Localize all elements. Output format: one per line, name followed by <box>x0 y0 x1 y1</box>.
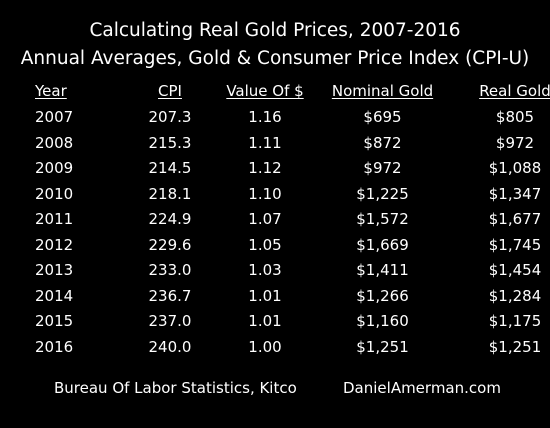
cell-nominal-gold: $972 <box>363 159 402 178</box>
cell-nominal-gold: $1,160 <box>356 312 409 331</box>
cell-value-of-dollar: 1.11 <box>248 133 282 152</box>
cell-year: 2008 <box>35 133 74 152</box>
cell-year: 2007 <box>35 108 74 127</box>
column-header-real-gold: Real Gold <box>479 82 550 100</box>
cell-year: 2009 <box>35 159 74 178</box>
cell-value-of-dollar: 1.01 <box>248 312 282 331</box>
cell-cpi: 233.0 <box>148 261 192 280</box>
table-row: 2014 236.7 1.01 $1,266 $1,284 <box>0 283 550 309</box>
cell-cpi: 240.0 <box>148 337 192 356</box>
cell-real-gold: $1,251 <box>488 337 542 356</box>
cell-cpi: 236.7 <box>148 286 192 305</box>
cell-value-of-dollar: 1.07 <box>248 210 282 229</box>
table-row: 2010 218.1 1.10 $1,225 $1,347 <box>0 181 550 207</box>
cell-year: 2016 <box>35 337 74 356</box>
table-body: 2007 207.3 1.16 $695 $805 2008 215.3 1.11 $872 $9… <box>0 104 550 359</box>
table-header-row: Year CPI Value Of $ Nominal Gold Real Go… <box>0 80 550 104</box>
cell-year: 2010 <box>35 184 74 203</box>
table-row: 2012 229.6 1.05 $1,669 $1,745 <box>0 232 550 258</box>
cell-real-gold: $1,347 <box>488 184 542 203</box>
table-row: 2015 237.0 1.01 $1,160 $1,175 <box>0 308 550 334</box>
cell-cpi: 237.0 <box>148 312 192 331</box>
cell-cpi: 207.3 <box>148 108 192 127</box>
table-row: 2011 224.9 1.07 $1,572 $1,677 <box>0 206 550 232</box>
cell-real-gold: $1,454 <box>488 261 542 280</box>
cell-cpi: 215.3 <box>148 133 192 152</box>
cell-value-of-dollar: 1.12 <box>248 159 282 178</box>
cell-year: 2013 <box>35 261 74 280</box>
cell-value-of-dollar: 1.00 <box>248 337 282 356</box>
source-note: Bureau Of Labor Statistics, Kitco <box>54 379 297 397</box>
cell-cpi: 218.1 <box>148 184 192 203</box>
cell-nominal-gold: $695 <box>363 108 402 127</box>
cell-nominal-gold: $1,251 <box>356 337 409 356</box>
cell-cpi: 224.9 <box>148 210 192 229</box>
chart-title: Calculating Real Gold Prices, 2007-2016 <box>89 20 461 41</box>
cell-value-of-dollar: 1.05 <box>248 235 282 254</box>
cell-real-gold: $1,677 <box>488 210 542 229</box>
cell-nominal-gold: $1,572 <box>356 210 409 229</box>
cell-real-gold: $1,088 <box>488 159 542 178</box>
table-row: 2008 215.3 1.11 $872 $972 <box>0 130 550 156</box>
cell-nominal-gold: $1,266 <box>356 286 409 305</box>
column-header-year: Year <box>35 82 67 100</box>
cell-nominal-gold: $1,411 <box>356 261 409 280</box>
column-header-nominal-gold: Nominal Gold <box>331 82 434 100</box>
cell-value-of-dollar: 1.03 <box>248 261 282 280</box>
cell-real-gold: $805 <box>495 108 535 127</box>
cell-real-gold: $1,175 <box>488 312 542 331</box>
site-credit: DanielAmerman.com <box>343 379 501 397</box>
cell-real-gold: $972 <box>495 133 535 152</box>
cell-value-of-dollar: 1.10 <box>248 184 282 203</box>
column-header-value-of-dollar: Value Of $ <box>226 82 304 100</box>
cell-year: 2015 <box>35 312 74 331</box>
cell-nominal-gold: $1,225 <box>356 184 409 203</box>
table-row: 2016 240.0 1.00 $1,251 $1,251 <box>0 334 550 360</box>
gold-price-table: Year CPI Value Of $ Nominal Gold Real Go… <box>0 80 550 359</box>
cell-real-gold: $1,284 <box>488 286 542 305</box>
cell-year: 2011 <box>35 210 74 229</box>
column-header-cpi: CPI <box>158 82 182 100</box>
table-row: 2013 233.0 1.03 $1,411 $1,454 <box>0 257 550 283</box>
cell-nominal-gold: $1,669 <box>356 235 409 254</box>
table-row: 2007 207.3 1.16 $695 $805 <box>0 104 550 130</box>
chart-subtitle: Annual Averages, Gold & Consumer Price I… <box>20 48 530 69</box>
table-row: 2009 214.5 1.12 $972 $1,088 <box>0 155 550 181</box>
cell-year: 2014 <box>35 286 74 305</box>
cell-value-of-dollar: 1.16 <box>248 108 282 127</box>
cell-year: 2012 <box>35 235 74 254</box>
cell-nominal-gold: $872 <box>363 133 402 152</box>
cell-cpi: 214.5 <box>148 159 192 178</box>
cell-cpi: 229.6 <box>148 235 192 254</box>
cell-real-gold: $1,745 <box>488 235 542 254</box>
cell-value-of-dollar: 1.01 <box>248 286 282 305</box>
